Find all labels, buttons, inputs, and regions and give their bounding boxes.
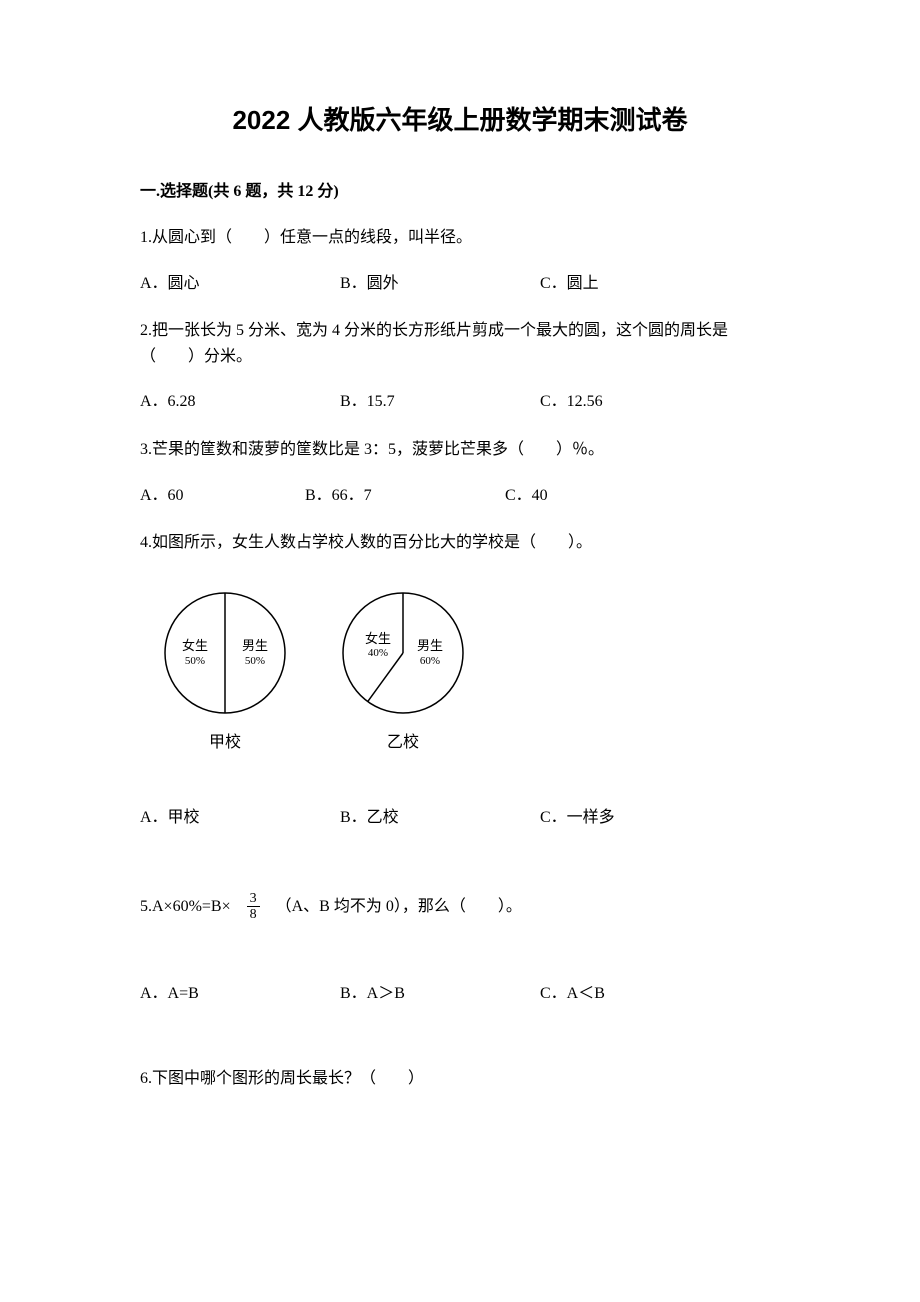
q5-option-c: C．A＜B <box>540 981 740 1007</box>
pie-charts: 女生 50% 男生 50% 甲校 女生 40% 男生 60% 乙校 <box>160 588 780 756</box>
q4-options: A．甲校 B．乙校 C．一样多 <box>140 805 780 831</box>
q5-text: 5.A×60%=B× 3 8 （A、B 均不为 0），那么（ ）。 <box>140 891 780 923</box>
question-1: 1.从圆心到（ ）任意一点的线段，叫半径。 A．圆心 B．圆外 C．圆上 <box>140 225 780 296</box>
pie2-slice1-label: 女生 <box>365 631 391 646</box>
q3-option-a: A．60 <box>140 483 305 509</box>
q4-text: 4.如图所示，女生人数占学校人数的百分比大的学校是（ ）。 <box>140 530 780 556</box>
q3-options: A．60 B．66．7 C．40 <box>140 483 780 509</box>
page-title: 2022 人教版六年级上册数学期末测试卷 <box>140 100 780 137</box>
pie1-label: 甲校 <box>209 730 241 756</box>
q2-option-b: B．15.7 <box>340 389 540 415</box>
pie1-slice2-pct: 50% <box>245 655 265 667</box>
q5-frac-num: 3 <box>247 891 260 907</box>
question-6: 6.下图中哪个图形的周长最长？（ ） <box>140 1066 780 1092</box>
question-4: 4.如图所示，女生人数占学校人数的百分比大的学校是（ ）。 女生 50% 男生 … <box>140 530 780 831</box>
q3-option-b: B．66．7 <box>305 483 505 509</box>
pie2-slice2-label: 男生 <box>417 638 443 653</box>
q1-text: 1.从圆心到（ ）任意一点的线段，叫半径。 <box>140 225 780 251</box>
q3-text: 3.芒果的筐数和菠萝的筐数比是 3：5，菠萝比芒果多（ ）％。 <box>140 437 780 463</box>
q5-fraction: 3 8 <box>247 891 260 923</box>
pie2-slice2-pct: 60% <box>420 655 440 667</box>
q5-frac-den: 8 <box>247 907 260 922</box>
q4-option-b: B．乙校 <box>340 805 540 831</box>
pie-chart-jia: 女生 50% 男生 50% 甲校 <box>160 588 290 756</box>
q2-options: A．6.28 B．15.7 C．12.56 <box>140 389 780 415</box>
pie1-slice1-label: 女生 <box>182 638 208 653</box>
question-5: 5.A×60%=B× 3 8 （A、B 均不为 0），那么（ ）。 A．A=B … <box>140 891 780 1006</box>
q4-option-a: A．甲校 <box>140 805 340 831</box>
q3-option-c: C．40 <box>505 483 705 509</box>
q5-option-b: B．A＞B <box>340 981 540 1007</box>
q5-prefix: 5.A×60%=B× <box>140 894 231 920</box>
pie-svg-yi: 女生 40% 男生 60% <box>338 588 468 718</box>
q2-text: 2.把一张长为 5 分米、宽为 4 分米的长方形纸片剪成一个最大的圆，这个圆的周… <box>140 318 780 369</box>
section-header: 一.选择题(共 6 题，共 12 分) <box>140 177 780 201</box>
q1-option-b: B．圆外 <box>340 271 540 297</box>
pie1-slice1-pct: 50% <box>185 655 205 667</box>
q2-option-c: C．12.56 <box>540 389 740 415</box>
question-2: 2.把一张长为 5 分米、宽为 4 分米的长方形纸片剪成一个最大的圆，这个圆的周… <box>140 318 780 415</box>
q5-options: A．A=B B．A＞B C．A＜B <box>140 981 780 1007</box>
pie2-slice1-pct: 40% <box>368 647 388 659</box>
pie1-slice2-label: 男生 <box>242 638 268 653</box>
q1-options: A．圆心 B．圆外 C．圆上 <box>140 271 780 297</box>
q5-option-a: A．A=B <box>140 981 340 1007</box>
q5-suffix: （A、B 均不为 0），那么（ ）。 <box>276 894 522 920</box>
q1-option-c: C．圆上 <box>540 271 740 297</box>
q4-option-c: C．一样多 <box>540 805 740 831</box>
q1-option-a: A．圆心 <box>140 271 340 297</box>
q6-text: 6.下图中哪个图形的周长最长？（ ） <box>140 1066 780 1092</box>
pie2-label: 乙校 <box>387 730 419 756</box>
pie-chart-yi: 女生 40% 男生 60% 乙校 <box>338 588 468 756</box>
pie-svg-jia: 女生 50% 男生 50% <box>160 588 290 718</box>
q2-option-a: A．6.28 <box>140 389 340 415</box>
question-3: 3.芒果的筐数和菠萝的筐数比是 3：5，菠萝比芒果多（ ）％。 A．60 B．6… <box>140 437 780 508</box>
